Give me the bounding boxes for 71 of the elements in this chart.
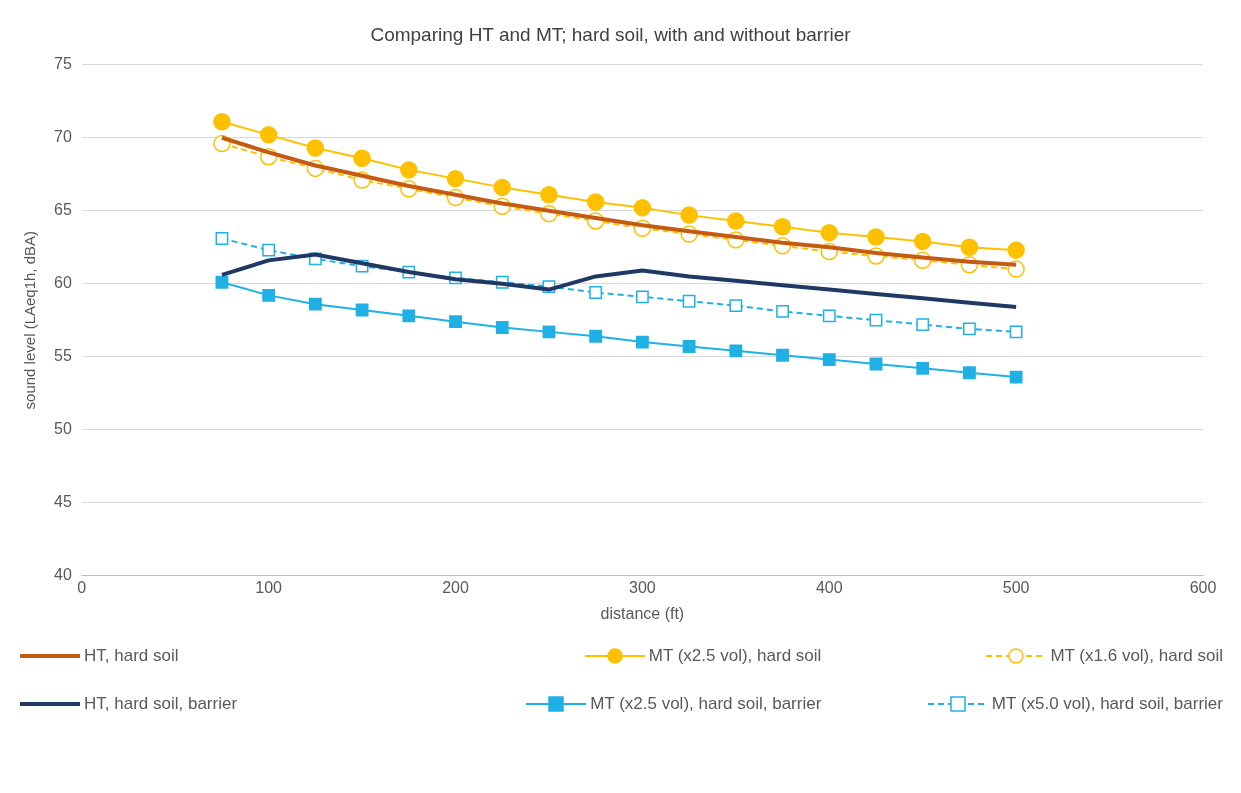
point xyxy=(773,218,792,236)
point xyxy=(306,139,325,157)
point xyxy=(213,112,231,131)
x-tick-label: 100 xyxy=(255,578,283,596)
point xyxy=(540,185,558,204)
point xyxy=(493,178,511,197)
point xyxy=(215,232,229,245)
y-tick-label: 40 xyxy=(54,566,72,584)
point xyxy=(589,286,603,299)
point xyxy=(586,193,605,211)
y-tick-label: 60 xyxy=(54,274,72,292)
y-axis-title: sound level (LAeq1h, dBA) xyxy=(21,230,39,410)
point xyxy=(262,288,276,302)
x-tick-label: 300 xyxy=(629,578,656,596)
point xyxy=(682,294,696,308)
point xyxy=(355,303,369,317)
point xyxy=(635,290,649,304)
point xyxy=(633,199,652,217)
y-tick-label: 55 xyxy=(54,347,72,365)
point xyxy=(353,149,371,167)
point xyxy=(449,315,462,329)
y-tick-label: 65 xyxy=(54,201,72,219)
y-tick-label: 75 xyxy=(54,55,72,73)
legend-label: MT (x5.0 vol), hard soil, barrier xyxy=(991,694,1223,714)
point xyxy=(1009,370,1023,384)
x-tick-label: 500 xyxy=(1002,578,1030,596)
point xyxy=(867,228,885,246)
y-tick-label: 70 xyxy=(54,128,72,146)
point xyxy=(869,313,883,327)
point xyxy=(635,335,649,349)
legend-label: MT (x1.6 vol), hard soil xyxy=(1050,646,1223,666)
legend-label: MT (x2.5 vol), hard soil xyxy=(648,646,822,666)
point xyxy=(446,169,465,188)
point xyxy=(916,318,930,331)
point xyxy=(776,348,789,362)
legend-label: MT (x2.5 vol), hard soil, barrier xyxy=(590,694,822,714)
point xyxy=(308,297,322,311)
y-tick-label: 45 xyxy=(54,493,72,511)
point xyxy=(727,212,745,230)
point xyxy=(729,299,743,313)
point xyxy=(259,126,278,144)
point xyxy=(402,309,416,323)
point xyxy=(822,309,836,323)
point xyxy=(495,321,509,334)
point xyxy=(776,305,789,318)
point xyxy=(542,325,556,339)
x-tick-label: 600 xyxy=(1189,578,1217,596)
point xyxy=(729,344,743,358)
point xyxy=(1009,325,1023,339)
point xyxy=(963,366,976,380)
y-tick-label: 50 xyxy=(54,420,72,438)
point xyxy=(589,329,603,343)
point xyxy=(262,243,276,257)
legend-label: HT, hard soil xyxy=(84,646,179,666)
point xyxy=(822,353,836,367)
point xyxy=(913,232,932,251)
point xyxy=(400,161,418,179)
point xyxy=(960,238,979,256)
point xyxy=(682,340,696,353)
legend-label: HT, hard soil, barrier xyxy=(84,694,238,714)
x-tick-label: 0 xyxy=(77,578,87,596)
point xyxy=(680,206,698,224)
x-axis-title: distance (ft) xyxy=(600,604,685,622)
point xyxy=(1007,241,1025,259)
x-tick-label: 200 xyxy=(442,578,469,596)
point xyxy=(820,223,839,242)
chart-title: Comparing HT and MT; hard soil, with and without barrier xyxy=(370,23,852,45)
x-tick-label: 400 xyxy=(815,578,843,596)
point xyxy=(215,275,229,289)
point xyxy=(963,322,976,336)
point xyxy=(916,361,930,375)
